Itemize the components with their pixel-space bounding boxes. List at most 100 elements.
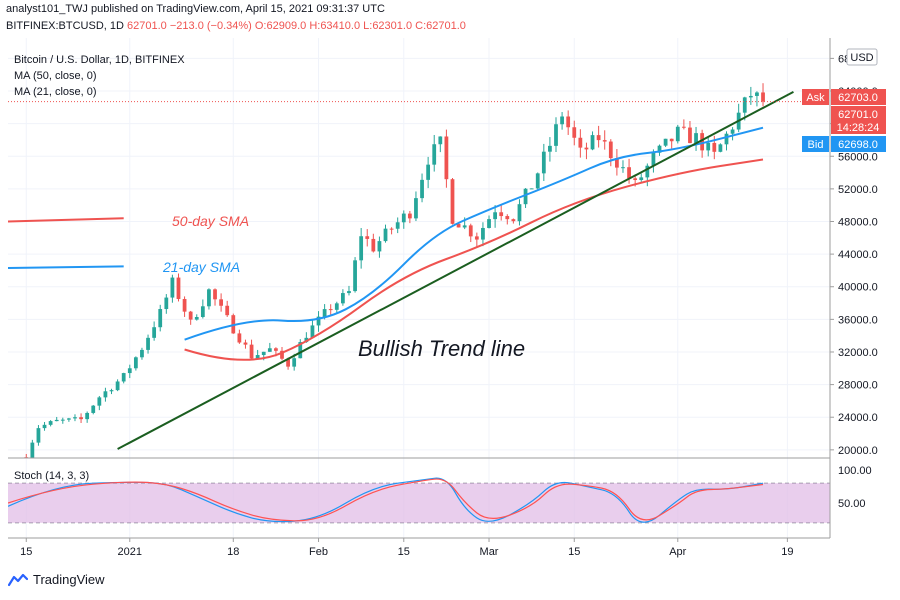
candle-body[interactable] xyxy=(675,126,680,142)
candle-body[interactable] xyxy=(67,418,71,420)
candle-body[interactable] xyxy=(298,342,303,359)
candle-body[interactable] xyxy=(730,129,735,134)
candle-body[interactable] xyxy=(420,179,424,199)
candle-body[interactable] xyxy=(645,165,650,178)
candle-body[interactable] xyxy=(748,95,753,98)
candle-body[interactable] xyxy=(146,337,150,350)
candle-body[interactable] xyxy=(261,351,266,356)
candle-body[interactable] xyxy=(584,147,589,150)
candle-body[interactable] xyxy=(60,419,65,421)
candle-body[interactable] xyxy=(560,116,564,125)
candle-body[interactable] xyxy=(310,325,315,338)
time-axis[interactable]: 15 2021 18 Feb 15 Mar 15 Apr 19 xyxy=(20,538,794,558)
candle-body[interactable] xyxy=(718,144,723,152)
candle-body[interactable] xyxy=(353,260,357,292)
candle-body[interactable] xyxy=(621,167,625,169)
candle-body[interactable] xyxy=(322,309,327,317)
candle-body[interactable] xyxy=(103,391,108,398)
candle-body[interactable] xyxy=(225,305,230,316)
candle-body[interactable] xyxy=(481,227,485,240)
candle-body[interactable] xyxy=(517,204,522,222)
candle-body[interactable] xyxy=(389,228,394,230)
candle-body[interactable] xyxy=(432,144,437,165)
candle-body[interactable] xyxy=(663,138,668,146)
candle-body[interactable] xyxy=(755,92,759,96)
candle-body[interactable] xyxy=(572,127,577,138)
candle-body[interactable] xyxy=(541,151,546,174)
candle-body[interactable] xyxy=(615,158,619,168)
candle-body[interactable] xyxy=(706,142,711,151)
candle-body[interactable] xyxy=(554,124,558,146)
candle-body[interactable] xyxy=(456,223,461,228)
candle-body[interactable] xyxy=(535,173,540,189)
candle-body[interactable] xyxy=(608,141,613,159)
candle-body[interactable] xyxy=(371,238,376,252)
candle-body[interactable] xyxy=(633,178,638,181)
candles[interactable] xyxy=(24,83,765,459)
candle-body[interactable] xyxy=(414,198,418,219)
candle-body[interactable] xyxy=(383,228,388,242)
candle-body[interactable] xyxy=(401,213,406,223)
candle-body[interactable] xyxy=(334,303,339,310)
candle-body[interactable] xyxy=(694,133,698,144)
candle-body[interactable] xyxy=(158,309,163,328)
candle-body[interactable] xyxy=(328,309,333,311)
candle-body[interactable] xyxy=(724,133,729,145)
candle-body[interactable] xyxy=(669,138,674,142)
candle-body[interactable] xyxy=(407,213,412,219)
candle-body[interactable] xyxy=(395,222,400,229)
candle-body[interactable] xyxy=(444,136,449,180)
candle-body[interactable] xyxy=(657,145,662,153)
candle-body[interactable] xyxy=(468,225,473,237)
candle-body[interactable] xyxy=(359,236,364,261)
candle-body[interactable] xyxy=(341,293,345,304)
candle-body[interactable] xyxy=(127,368,132,374)
candle-body[interactable] xyxy=(121,373,126,382)
candle-body[interactable] xyxy=(377,241,382,252)
candle-body[interactable] xyxy=(474,236,479,240)
candle-body[interactable] xyxy=(200,306,205,318)
candle-body[interactable] xyxy=(365,236,370,239)
candle-body[interactable] xyxy=(79,417,83,420)
currency-box[interactable] xyxy=(846,48,878,66)
candle-body[interactable] xyxy=(133,357,138,369)
candle-body[interactable] xyxy=(450,179,455,224)
candle-body[interactable] xyxy=(438,136,443,145)
candle-body[interactable] xyxy=(548,145,552,152)
candle-body[interactable] xyxy=(292,358,297,367)
candle-body[interactable] xyxy=(681,126,686,128)
candle-body[interactable] xyxy=(91,405,96,413)
candle-body[interactable] xyxy=(529,188,534,190)
candle-body[interactable] xyxy=(140,349,144,358)
candle-body[interactable] xyxy=(590,135,595,150)
candle-body[interactable] xyxy=(286,358,290,367)
candle-body[interactable] xyxy=(712,142,717,152)
candle-body[interactable] xyxy=(316,316,321,326)
candle-body[interactable] xyxy=(505,216,510,220)
candle-body[interactable] xyxy=(54,419,59,422)
candle-body[interactable] xyxy=(109,390,114,392)
candle-body[interactable] xyxy=(700,133,705,151)
candle-body[interactable] xyxy=(73,417,77,419)
candle-body[interactable] xyxy=(164,297,169,310)
candle-body[interactable] xyxy=(97,397,102,406)
candle-body[interactable] xyxy=(237,333,242,343)
candle-body[interactable] xyxy=(243,342,248,345)
candle-body[interactable] xyxy=(493,212,497,220)
candle-body[interactable] xyxy=(176,277,181,300)
candle-body[interactable] xyxy=(651,152,656,166)
candle-body[interactable] xyxy=(219,299,223,306)
candle-body[interactable] xyxy=(207,289,211,307)
candle-body[interactable] xyxy=(639,177,644,181)
footer-brand[interactable]: TradingView xyxy=(33,572,105,587)
candle-body[interactable] xyxy=(115,381,120,391)
candle-body[interactable] xyxy=(487,219,491,228)
candle-body[interactable] xyxy=(761,92,765,102)
candle-body[interactable] xyxy=(194,317,199,320)
candle-body[interactable] xyxy=(213,289,217,300)
candle-body[interactable] xyxy=(280,350,284,359)
candle-body[interactable] xyxy=(511,219,516,222)
candle-body[interactable] xyxy=(30,442,35,458)
candle-body[interactable] xyxy=(182,299,187,312)
candle-body[interactable] xyxy=(566,116,571,128)
